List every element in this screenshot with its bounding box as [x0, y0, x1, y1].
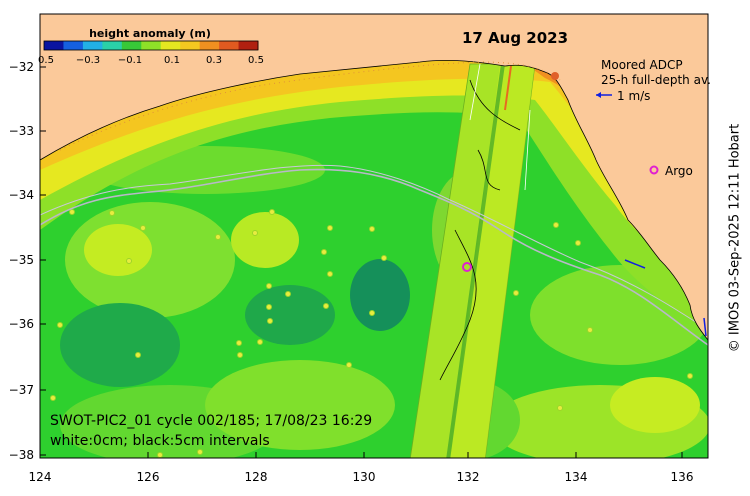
shelf-break-line — [40, 168, 708, 346]
colorbar-swatch — [180, 41, 201, 50]
colorbar-tick: 0.1 — [164, 55, 180, 66]
y-tick-label: −34 — [9, 188, 34, 202]
colorbar-swatch — [82, 41, 103, 50]
colorbar-tick: 0.5 — [38, 55, 54, 66]
y-axis-labels: −32 −33 −34 −35 −36 −37 −38 — [9, 60, 34, 462]
swot-swath — [409, 63, 536, 458]
x-tick-label: 124 — [29, 470, 52, 484]
colorbar-swatches — [44, 41, 259, 50]
y-tick-label: −32 — [9, 60, 34, 74]
swath-caption-line1: SWOT-PIC2_01 cycle 002/185; 17/08/23 16:… — [50, 413, 372, 429]
colorbar-swatch — [102, 41, 123, 50]
adcp-markers — [551, 72, 707, 337]
adcp-legend-line1: Moored ADCP — [601, 58, 683, 72]
colorbar-tick: −0.1 — [118, 55, 142, 66]
colorbar-swatch — [141, 41, 162, 50]
colorbar-swatch — [63, 41, 84, 50]
y-tick-label: −38 — [9, 448, 34, 462]
x-tick-label: 136 — [671, 470, 694, 484]
colorbar-swatch — [44, 41, 64, 50]
y-tick-label: −35 — [9, 253, 34, 267]
map-frame — [39, 13, 709, 459]
argo-float-dots — [50, 209, 693, 458]
y-tick-label: −37 — [9, 383, 34, 397]
colorbar-swatch — [121, 41, 142, 50]
colorbar-swatch — [219, 41, 240, 50]
x-tick-label: 130 — [353, 470, 376, 484]
colorbar-tick: −0.3 — [76, 55, 100, 66]
credit-label: © IMOS 03-Sep-2025 12:11 Hobart — [727, 123, 743, 353]
x-tick-label: 134 — [565, 470, 588, 484]
swath-caption: SWOT-PIC2_01 cycle 002/185; 17/08/23 16:… — [50, 413, 372, 449]
colorbar-swatch — [160, 41, 181, 50]
credit-label-container: © IMOS 03-Sep-2025 12:11 Hobart — [722, 8, 748, 468]
x-tick-label: 132 — [457, 470, 480, 484]
x-tick-label: 128 — [245, 470, 268, 484]
y-tick-label: −36 — [9, 317, 34, 331]
argo-highlight-marker — [462, 262, 472, 272]
colorbar: height anomaly (m) 0.5 −0.3 −0.1 0.1 0.3… — [38, 27, 264, 66]
y-tick-label: −33 — [9, 124, 34, 138]
colorbar-title: height anomaly (m) — [89, 27, 211, 40]
anomaly-field — [60, 146, 708, 458]
colorbar-swatch — [199, 41, 220, 50]
x-tick-label: 126 — [137, 470, 160, 484]
swath-caption-line2: white:0cm; black:5cm intervals — [50, 433, 270, 449]
adcp-legend-line2: 25-h full-depth av. — [601, 73, 711, 87]
adcp-legend: Moored ADCP 25-h full-depth av. 1 m/s — [596, 58, 711, 103]
adcp-arrow-head-icon — [596, 92, 601, 98]
argo-legend-icon — [649, 165, 659, 175]
colorbar-swatch — [238, 41, 259, 50]
x-axis-labels: 124 126 128 130 132 134 136 — [29, 470, 694, 484]
colorbar-tick: 0.3 — [206, 55, 222, 66]
argo-legend: Argo — [649, 164, 693, 178]
date-title: 17 Aug 2023 — [462, 29, 568, 47]
colorbar-tick: 0.5 — [248, 55, 264, 66]
map-plot-area — [40, 14, 708, 458]
argo-legend-label: Argo — [665, 164, 693, 178]
tick-marks — [39, 66, 683, 458]
adcp-scale-label: 1 m/s — [617, 89, 650, 103]
shelf-break-line-2 — [40, 164, 708, 331]
